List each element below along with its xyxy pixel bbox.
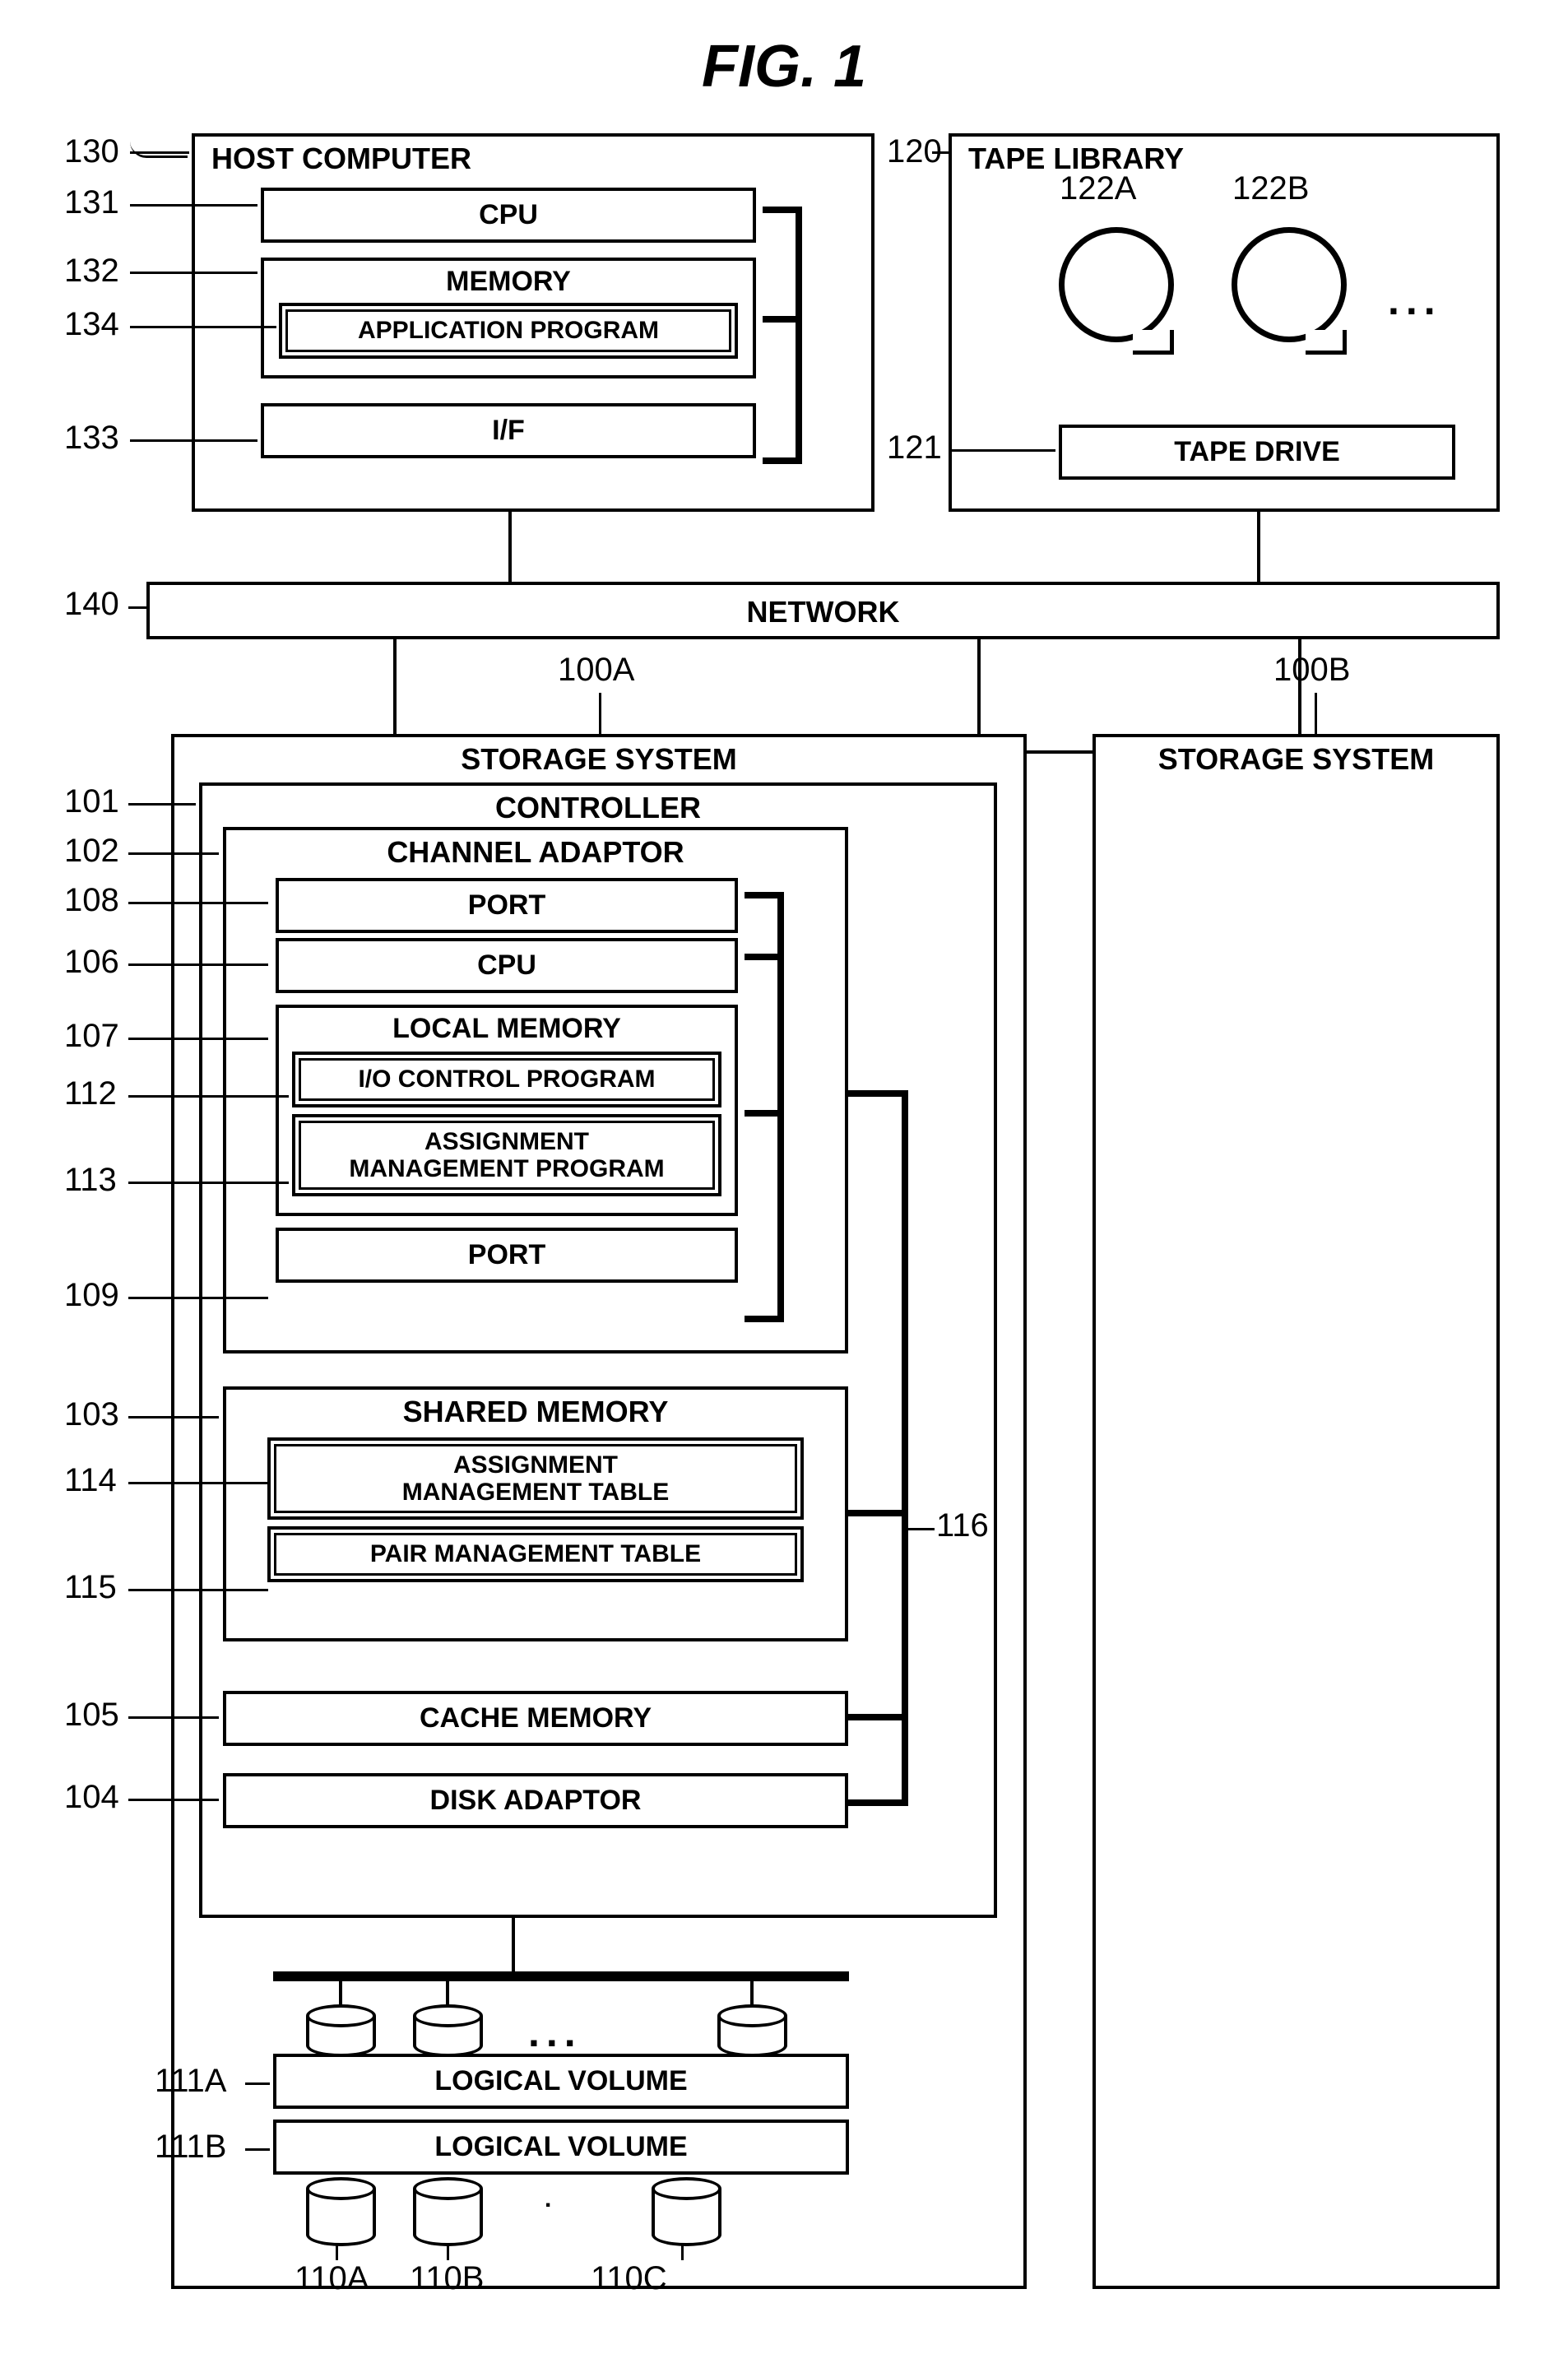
figure-title: FIG. 1	[33, 33, 1535, 100]
ref-122A: 122A	[1060, 170, 1136, 207]
shared-mem-label: SHARED MEMORY	[226, 1390, 845, 1434]
tape-dots: ...	[1388, 276, 1442, 324]
shared-memory-box: SHARED MEMORY ASSIGNMENT MANAGEMENT TABL…	[223, 1386, 848, 1641]
lv-b: LOGICAL VOLUME	[273, 2120, 849, 2175]
assign-tbl: ASSIGNMENT MANAGEMENT TABLE	[267, 1437, 804, 1520]
network-box: NETWORK	[146, 582, 1500, 639]
tape-reel-a	[1059, 227, 1174, 342]
ref-102: 102	[64, 833, 119, 870]
tape-drive: TAPE DRIVE	[1059, 425, 1455, 480]
tape-reel-b	[1232, 227, 1347, 342]
ref-132: 132	[64, 253, 119, 290]
disk-110a	[306, 2177, 376, 2246]
ref-113: 113	[64, 1162, 117, 1199]
host-app-program: APPLICATION PROGRAM	[279, 303, 738, 359]
disk-110b	[413, 2177, 483, 2246]
ref-121: 121	[887, 429, 942, 467]
top-cyl-2	[413, 2004, 483, 2057]
lv-a: LOGICAL VOLUME	[273, 2054, 849, 2109]
ref-116: 116	[936, 1507, 989, 1544]
ca-cpu: CPU	[276, 938, 738, 993]
ref-106: 106	[64, 944, 119, 981]
pair-tbl: PAIR MANAGEMENT TABLE	[267, 1526, 804, 1582]
ref-114: 114	[64, 1462, 117, 1499]
storage-a-title: STORAGE SYSTEM	[174, 737, 1023, 782]
host-computer-box: HOST COMPUTER CPU MEMORY APPLICATION PRO…	[192, 133, 874, 512]
assign-prog-label: ASSIGNMENT MANAGEMENT PROGRAM	[299, 1121, 715, 1190]
assign-tbl-label: ASSIGNMENT MANAGEMENT TABLE	[274, 1444, 797, 1513]
top-cyl-3	[717, 2004, 787, 2057]
ref-115: 115	[64, 1569, 117, 1606]
host-title: HOST COMPUTER	[195, 137, 871, 181]
ref-108: 108	[64, 882, 119, 919]
tape-library-box: TAPE LIBRARY ... TAPE DRIVE	[949, 133, 1500, 512]
port2: PORT	[276, 1228, 738, 1283]
host-memory-label: MEMORY	[272, 266, 745, 298]
ref-133: 133	[64, 420, 119, 457]
ref-103: 103	[64, 1396, 119, 1433]
diagram-canvas: HOST COMPUTER CPU MEMORY APPLICATION PRO…	[64, 125, 1504, 2305]
controller-label: CONTROLLER	[202, 786, 994, 830]
ref-110B: 110B	[410, 2260, 484, 2297]
assign-prog: ASSIGNMENT MANAGEMENT PROGRAM	[292, 1114, 721, 1196]
disk-adaptor: DISK ADAPTOR	[223, 1773, 848, 1828]
ref-130: 130	[64, 133, 119, 170]
local-memory: LOCAL MEMORY I/O CONTROL PROGRAM ASSIGNM…	[276, 1005, 738, 1216]
ref-122B: 122B	[1232, 170, 1309, 207]
tape-title: TAPE LIBRARY	[952, 137, 1496, 181]
storage-b-box: STORAGE SYSTEM	[1092, 734, 1500, 2289]
storage-b-title: STORAGE SYSTEM	[1096, 737, 1496, 782]
ref-140: 140	[64, 586, 119, 623]
io-prog-label: I/O CONTROL PROGRAM	[299, 1058, 715, 1101]
ref-101: 101	[64, 783, 119, 820]
ref-109: 109	[64, 1277, 119, 1314]
channel-label: CHANNEL ADAPTOR	[226, 830, 845, 875]
ref-104: 104	[64, 1779, 119, 1816]
ref-100B: 100B	[1273, 652, 1350, 689]
network-label: NETWORK	[150, 585, 1496, 634]
ref-107: 107	[64, 1018, 119, 1055]
port1: PORT	[276, 878, 738, 933]
ref-131: 131	[64, 184, 119, 221]
controller-box: CONTROLLER CHANNEL ADAPTOR PORT CPU LOCA…	[199, 782, 997, 1918]
ref-110C: 110C	[591, 2260, 667, 2297]
host-cpu: CPU	[261, 188, 756, 243]
ref-100A: 100A	[558, 652, 634, 689]
top-cyl-1	[306, 2004, 376, 2057]
host-if: I/F	[261, 403, 756, 458]
cache-memory: CACHE MEMORY	[223, 1691, 848, 1746]
host-app-label: APPLICATION PROGRAM	[285, 309, 731, 352]
io-prog: I/O CONTROL PROGRAM	[292, 1052, 721, 1107]
ref-111A: 111A	[155, 2063, 226, 2100]
host-bus	[796, 207, 802, 463]
disk-110c	[652, 2177, 721, 2246]
ref-111B: 111B	[155, 2129, 226, 2166]
host-memory: MEMORY APPLICATION PROGRAM	[261, 258, 756, 378]
pair-tbl-label: PAIR MANAGEMENT TABLE	[274, 1533, 797, 1576]
ref-105: 105	[64, 1697, 119, 1734]
ref-110A: 110A	[295, 2260, 369, 2297]
ref-112: 112	[64, 1075, 117, 1112]
ref-134: 134	[64, 306, 119, 343]
channel-adaptor-box: CHANNEL ADAPTOR PORT CPU LOCAL MEMORY I/…	[223, 827, 848, 1353]
local-mem-label: LOCAL MEMORY	[285, 1013, 728, 1045]
storage-a-box: STORAGE SYSTEM CONTROLLER CHANNEL ADAPTO…	[171, 734, 1027, 2289]
